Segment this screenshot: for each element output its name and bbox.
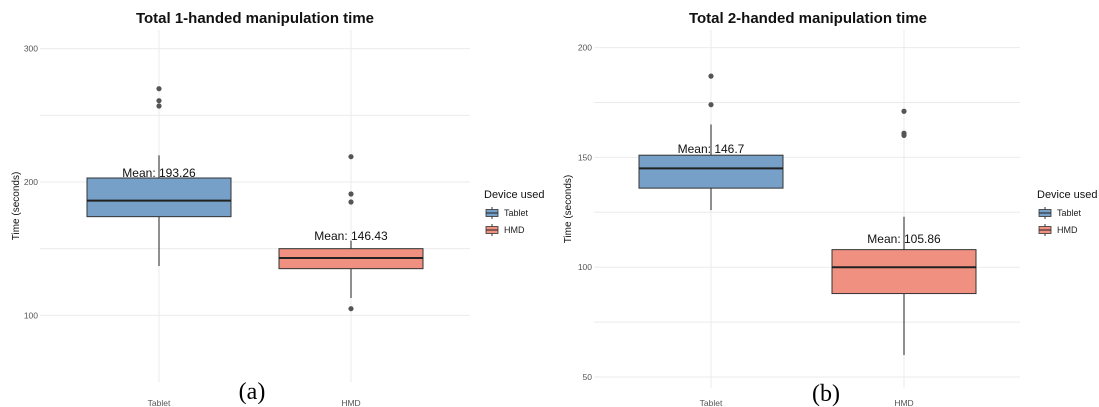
- boxplot-tablet: Mean: 146.7: [638, 73, 784, 211]
- x-tick-label: Tablet: [148, 398, 171, 407]
- box-iqr: [831, 249, 977, 295]
- outlier-point: [348, 154, 354, 160]
- outlier-point: [348, 191, 354, 197]
- legend-entry-label: Tablet: [1057, 208, 1082, 218]
- legend-entry-label: HMD: [504, 225, 525, 235]
- legend-key-hmd: [1038, 224, 1052, 236]
- legend-key-tablet: [485, 207, 499, 219]
- x-tick-label: HMD: [341, 398, 360, 407]
- y-tick-label: 150: [578, 152, 592, 162]
- y-tick-label: 200: [24, 177, 38, 187]
- y-tick-label: 50: [583, 372, 593, 382]
- outlier-point: [348, 199, 354, 205]
- mean-label: Mean: 105.86: [867, 232, 941, 246]
- y-tick-label: 100: [578, 262, 592, 272]
- legend: Device used Tablet HMD: [1037, 189, 1098, 236]
- y-tick-label: 100: [24, 310, 38, 320]
- y-tick-label: 200: [578, 43, 592, 53]
- panel-label: (b): [812, 381, 840, 407]
- legend-entry-label: Tablet: [504, 208, 529, 218]
- legend-key-hmd: [485, 224, 499, 236]
- outlier-point: [901, 130, 907, 136]
- y-tick-label: 300: [24, 44, 38, 54]
- outlier-point: [156, 103, 162, 109]
- outlier-point: [901, 108, 907, 114]
- boxplot-hmd: Mean: 146.43: [278, 154, 424, 312]
- outlier-point: [708, 73, 714, 79]
- box-iqr: [638, 154, 784, 189]
- boxplot-tablet: Mean: 193.26: [86, 86, 232, 266]
- outlier-point: [348, 306, 354, 312]
- boxplot-hmd: Mean: 105.86: [831, 108, 977, 356]
- x-tick-label: HMD: [894, 398, 913, 407]
- legend: Device used Tablet HMD: [484, 189, 545, 236]
- mean-label: Mean: 193.26: [122, 166, 196, 180]
- outlier-point: [708, 102, 714, 108]
- x-tick-label: Tablet: [700, 398, 723, 407]
- chart-title: Total 2-handed manipulation time: [689, 10, 927, 27]
- y-axis-label: Time (seconds): [11, 172, 22, 241]
- legend-key-tablet: [1038, 207, 1052, 219]
- mean-label: Mean: 146.7: [678, 142, 745, 156]
- chart-panel-1: 100 200 300 Tablet HMD Mean: 193.26 Mean: 146.…: [11, 10, 545, 407]
- chart-title: Total 1-handed manipulation time: [136, 10, 374, 27]
- box-iqr: [86, 177, 232, 218]
- panel-label: (a): [239, 379, 266, 405]
- legend-entry-label: HMD: [1057, 225, 1078, 235]
- outlier-point: [156, 86, 162, 92]
- mean-label: Mean: 146.43: [314, 229, 388, 243]
- legend-title: Device used: [1037, 189, 1098, 201]
- legend-title: Device used: [484, 189, 545, 201]
- chart-panel-2: 50 100 150 200 Tablet HMD Mean: 146.7 Mean: 105…: [563, 10, 1098, 407]
- y-axis-label: Time (seconds): [563, 175, 574, 244]
- outlier-point: [156, 98, 162, 104]
